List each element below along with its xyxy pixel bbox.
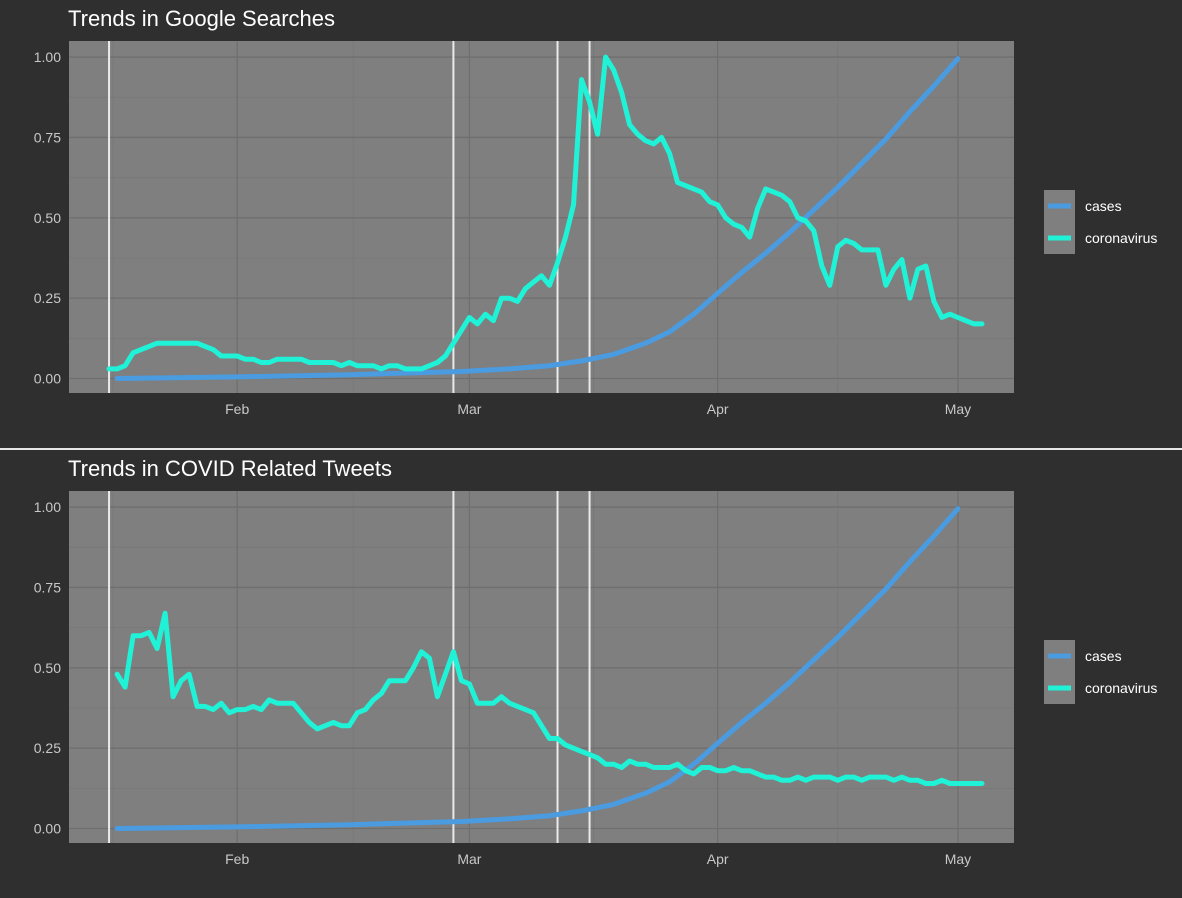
x-tick-label: May: [945, 851, 971, 867]
y-tick-label: 0.50: [34, 660, 61, 676]
y-tick-label: 0.50: [34, 210, 61, 226]
google-searches-chart: Trends in Google Searches 0.00 0.25 0.50 0.7…: [0, 0, 1182, 448]
plot-panel: [69, 491, 1014, 843]
legend-label-cases: cases: [1085, 198, 1122, 214]
google-searches-svg: Trends in Google Searches 0.00 0.25 0.50 0.7…: [34, 6, 1158, 417]
y-tick-label: 1.00: [34, 499, 61, 515]
y-tick-label: 0.75: [34, 129, 61, 145]
y-tick-label: 1.00: [34, 49, 61, 65]
x-tick-label: Feb: [225, 401, 249, 417]
x-tick-label: May: [945, 401, 971, 417]
y-tick-label: 0.00: [34, 821, 61, 837]
y-tick-label: 0.75: [34, 579, 61, 595]
covid-tweets-chart: Trends in COVID Related Tweets 0.00 0.25 0.…: [0, 450, 1182, 898]
legend: cases coronavirus: [1044, 640, 1157, 704]
panel-divider: [0, 448, 1182, 450]
legend: cases coronavirus: [1044, 190, 1157, 254]
x-tick-label: Apr: [707, 851, 729, 867]
y-tick-label: 0.00: [34, 371, 61, 387]
series-line-coronavirus: [106, 54, 985, 372]
plot-panel: [69, 41, 1014, 393]
x-tick-label: Feb: [225, 851, 249, 867]
y-tick-label: 0.25: [34, 740, 61, 756]
series-line-coronavirus: [114, 610, 985, 786]
legend-label-coronavirus: coronavirus: [1085, 230, 1157, 246]
x-tick-label: Mar: [457, 851, 481, 867]
legend-label-cases: cases: [1085, 648, 1122, 664]
x-tick-label: Mar: [457, 401, 481, 417]
chart-title: Trends in Google Searches: [68, 6, 335, 31]
legend-label-coronavirus: coronavirus: [1085, 680, 1157, 696]
y-tick-label: 0.25: [34, 290, 61, 306]
chart-title: Trends in COVID Related Tweets: [68, 456, 392, 481]
x-tick-label: Apr: [707, 401, 729, 417]
series-line-cases: [114, 56, 961, 381]
series-line-cases: [114, 506, 961, 831]
covid-tweets-svg: Trends in COVID Related Tweets 0.00 0.25 0.…: [34, 456, 1158, 867]
